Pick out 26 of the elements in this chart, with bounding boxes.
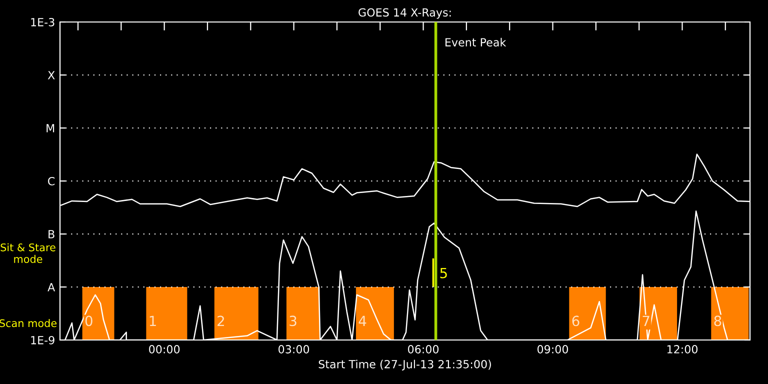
x-tick-label: 12:00 <box>667 345 698 354</box>
x-tick-label: 00:00 <box>149 345 180 354</box>
chart-title: GOES 14 X-Rays: <box>358 8 451 19</box>
text: Sit & Stare mode <box>0 243 56 263</box>
ref-line-label: Event Peak <box>446 38 506 46</box>
band-label: 8 <box>714 316 722 326</box>
x-axis-title: Start Time (27-Jul-13 21:35:00) <box>318 360 491 370</box>
band-label: 7 <box>642 316 650 326</box>
x-tick-label: 03:00 <box>278 345 310 354</box>
band-label: 0 <box>85 316 92 326</box>
y-tick-label: X <box>48 71 55 80</box>
y-tick-label: B <box>48 230 54 238</box>
y-tick-label: C <box>48 176 55 186</box>
band-label: 6 <box>572 316 580 326</box>
band-label: 5 <box>440 268 447 278</box>
band-label: 3 <box>290 316 296 326</box>
text: Scan mode <box>0 319 57 328</box>
y-tick-label: 1E-9 <box>31 336 54 344</box>
y-tick-label: 1E-3 <box>31 18 54 26</box>
band-label: 1 <box>150 316 156 326</box>
y-tick-label: M <box>46 124 54 132</box>
x-tick-label: 09:00 <box>537 345 568 354</box>
x-tick-label: 06:00 <box>408 345 439 354</box>
y-tick-label: A <box>48 283 56 292</box>
band-label: 4 <box>358 316 366 326</box>
band-label: 2 <box>218 316 224 326</box>
